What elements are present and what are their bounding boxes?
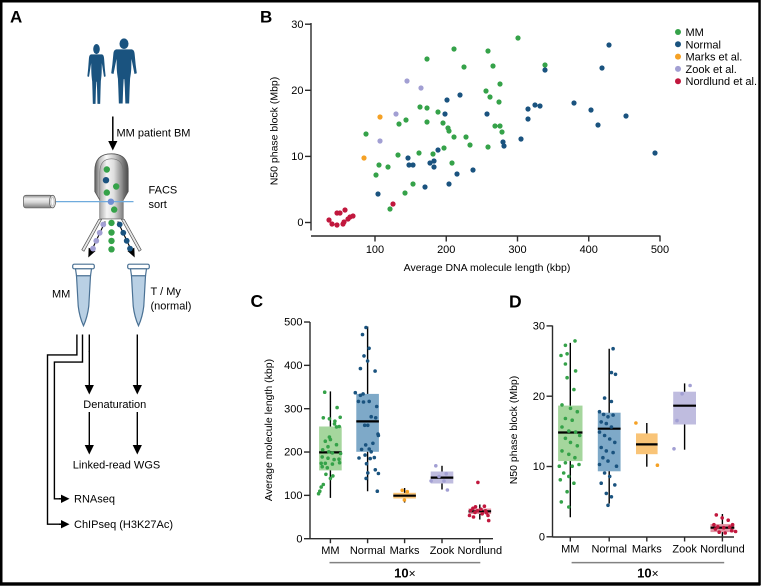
svg-text:0: 0 [539,531,545,543]
svg-text:A: A [10,8,22,27]
svg-text:Marks: Marks [632,544,662,556]
svg-text:(normal): (normal) [151,301,192,313]
svg-text:MM: MM [321,545,339,557]
svg-text:N50 phase block (Mbp): N50 phase block (Mbp) [508,376,520,485]
svg-text:20: 20 [291,85,303,97]
svg-text:400: 400 [284,360,302,372]
svg-text:MM: MM [52,289,70,301]
svg-text:Linked-read WGS: Linked-read WGS [73,459,160,471]
svg-text:C: C [251,291,264,311]
svg-text:0: 0 [296,533,302,545]
svg-text:Zook: Zook [430,545,455,557]
svg-text:Average molecule length (kbp): Average molecule length (kbp) [263,359,275,501]
svg-text:30: 30 [291,19,303,31]
svg-text:MM: MM [561,544,579,556]
svg-text:300: 300 [284,403,302,415]
svg-text:Nordlund: Nordlund [700,544,745,556]
svg-text:Nordlund: Nordlund [457,545,502,557]
svg-text:Normal: Normal [686,39,721,51]
svg-text:500: 500 [284,317,302,329]
svg-text:D: D [509,292,522,312]
svg-text:10×: 10× [394,566,415,581]
svg-text:200: 200 [284,447,302,459]
svg-text:200: 200 [437,244,455,256]
svg-text:100: 100 [366,244,384,256]
svg-text:Nordlund et al.: Nordlund et al. [686,76,758,88]
svg-text:N50 phase block (Mbp): N50 phase block (Mbp) [269,77,281,186]
svg-text:300: 300 [508,244,526,256]
svg-text:0: 0 [297,217,303,229]
svg-text:Marks et al.: Marks et al. [686,52,743,64]
svg-text:Denaturation: Denaturation [83,399,146,411]
svg-text:10: 10 [533,461,545,473]
svg-text:MM patient BM: MM patient BM [117,128,191,140]
svg-text:RNAseq: RNAseq [74,494,115,506]
svg-text:10×: 10× [637,566,658,581]
svg-text:MM: MM [686,27,704,39]
svg-text:Normal: Normal [350,545,385,557]
svg-text:100: 100 [284,490,302,502]
svg-text:20: 20 [533,391,545,403]
svg-text:10: 10 [291,151,303,163]
svg-text:500: 500 [651,244,669,256]
svg-text:Marks: Marks [390,545,420,557]
svg-text:FACS: FACS [149,185,178,197]
svg-text:30: 30 [533,321,545,333]
svg-text:Zook: Zook [672,544,697,556]
svg-text:Average DNA molecule length (k: Average DNA molecule length (kbp) [404,262,571,274]
svg-text:T / My: T / My [151,286,182,298]
svg-text:Zook et al.: Zook et al. [686,64,737,76]
svg-text:B: B [260,7,272,26]
svg-text:sort: sort [149,199,167,211]
svg-text:ChIPseq (H3K27Ac): ChIPseq (H3K27Ac) [74,519,173,531]
svg-text:400: 400 [580,244,598,256]
svg-text:Normal: Normal [591,544,626,556]
